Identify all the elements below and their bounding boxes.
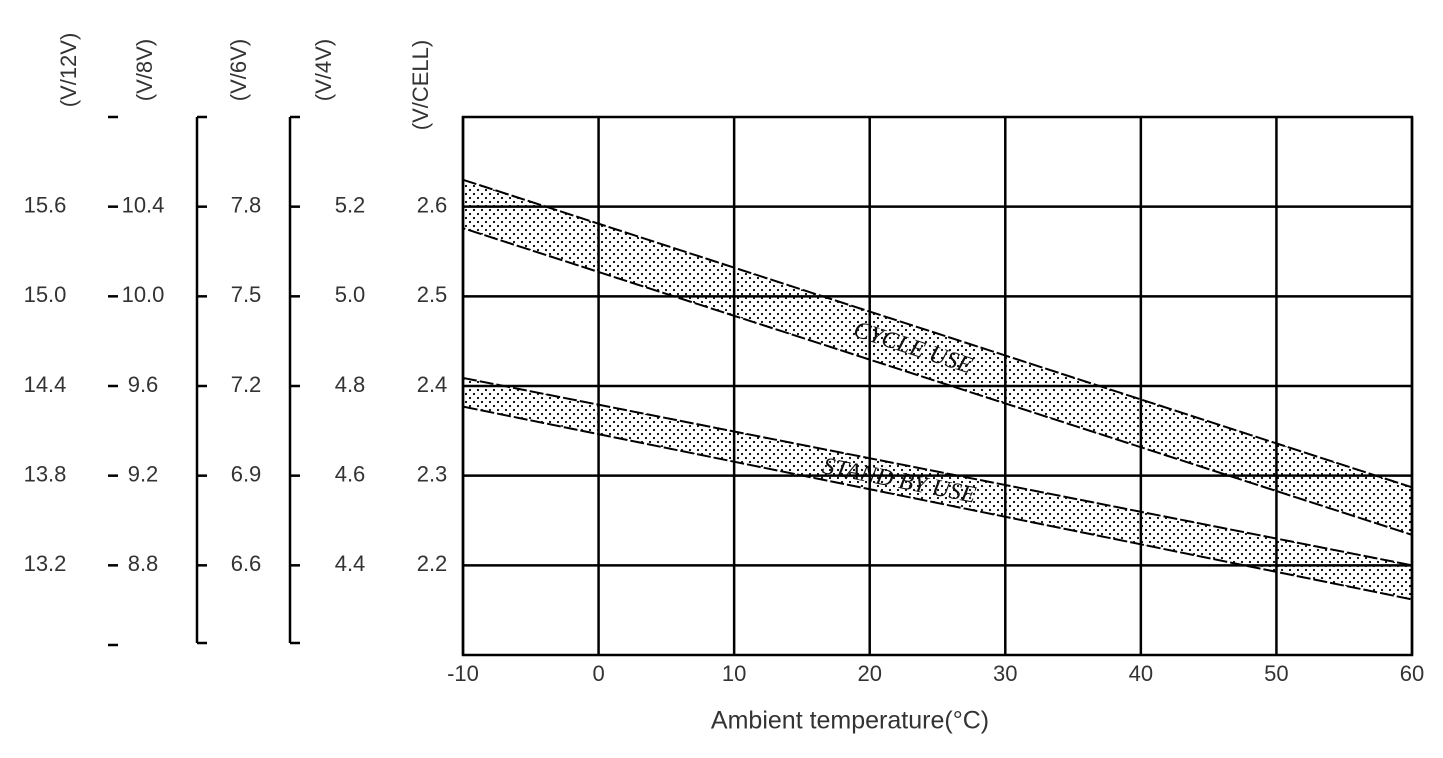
y-tick-label: 2.6	[417, 192, 448, 217]
y-tick-label: 4.6	[335, 461, 366, 486]
x-tick-label: -10	[447, 661, 479, 686]
y-axis-title: (V/6V)	[226, 39, 251, 101]
y-tick-label: 9.2	[128, 461, 159, 486]
y-axis-title: (V/8V)	[132, 39, 157, 101]
y-tick-label: 14.4	[24, 372, 67, 397]
y-tick-label: 4.4	[335, 551, 366, 576]
x-axis-title: Ambient temperature(°C)	[711, 707, 989, 735]
y-tick-label: 6.9	[231, 461, 262, 486]
y-tick-label: 5.2	[335, 192, 366, 217]
y-tick-label: 15.6	[24, 192, 67, 217]
y-tick-label: 5.0	[335, 282, 366, 307]
y-tick-label: 8.8	[128, 551, 159, 576]
y-axis-title: (V/12V)	[56, 33, 81, 108]
y-tick-label: 7.2	[231, 372, 262, 397]
y-tick-label: 4.8	[335, 372, 366, 397]
y-tick-label: 13.2	[24, 551, 67, 576]
y-tick-label: 10.0	[122, 282, 165, 307]
y-tick-label: 10.4	[122, 192, 165, 217]
y-tick-label: 15.0	[24, 282, 67, 307]
band-label: STAND BY USE	[820, 453, 978, 509]
y-tick-label: 2.3	[417, 461, 448, 486]
y-tick-label: 2.2	[417, 551, 448, 576]
y-tick-label: 7.5	[231, 282, 262, 307]
y-tick-label: 7.8	[231, 192, 262, 217]
y-axis-title: (V/4V)	[311, 39, 336, 101]
y-axis-title: (V/CELL)	[408, 40, 433, 130]
x-tick-label: 40	[1129, 661, 1153, 686]
x-tick-label: 20	[857, 661, 881, 686]
y-tick-label: 6.6	[231, 551, 262, 576]
x-tick-label: 0	[592, 661, 604, 686]
y-tick-label: 2.5	[417, 282, 448, 307]
y-tick-label: 9.6	[128, 372, 159, 397]
x-tick-label: 60	[1400, 661, 1424, 686]
x-tick-label: 50	[1264, 661, 1288, 686]
x-tick-label: 30	[993, 661, 1017, 686]
y-tick-label: 13.8	[24, 461, 67, 486]
x-tick-label: 10	[722, 661, 746, 686]
y-tick-label: 2.4	[417, 372, 448, 397]
